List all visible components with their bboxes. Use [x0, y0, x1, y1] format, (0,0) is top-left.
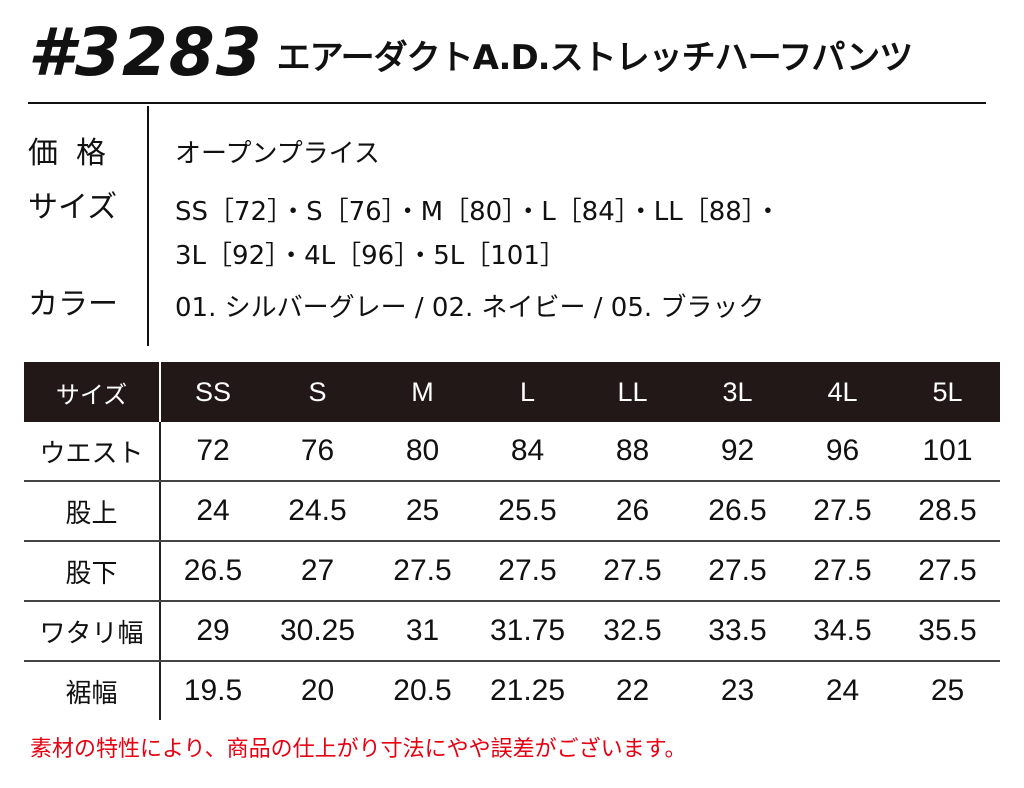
table-cell: 27.5	[790, 541, 895, 602]
size-header-cell: LL	[580, 362, 685, 422]
table-cell: 22	[615, 674, 650, 707]
table-cell: 21.25	[489, 674, 566, 707]
table-cell: 33.5	[685, 601, 790, 662]
size-header-cell: 3L	[685, 362, 790, 422]
table-cell: 88	[580, 422, 685, 482]
table-cell: 96	[790, 422, 895, 482]
table-cell: 101	[895, 422, 1000, 482]
table-cell: 19.5	[183, 674, 243, 707]
price-label: 価格	[28, 136, 124, 171]
title-divider	[28, 102, 986, 104]
table-cell: 80	[370, 422, 475, 482]
product-name: エアーダクトA.D.ストレッチハーフパンツ	[276, 38, 914, 78]
table-cell: 26.5	[685, 481, 790, 542]
table-cell: 92	[685, 422, 790, 482]
table-cell: 26.5	[160, 541, 265, 602]
table-cell: 27.5	[685, 541, 790, 602]
dimension-note: 素材の特性により、商品の仕上がり寸法にやや誤差がございます。	[30, 737, 687, 762]
table-cell: 25.5	[475, 481, 580, 542]
spec-divider	[147, 106, 149, 346]
size-table: サイズ SS S M L LL 3L 4L 5L ウエスト 72 76 80 84 88 9…	[24, 362, 1000, 720]
table-cell: 34.5	[790, 601, 895, 662]
size-header-cell: SS	[160, 362, 265, 422]
size-header-cell: 5L	[895, 362, 1000, 422]
size-list-line2: 3L［92］・4L［96］・5L［101］	[175, 241, 566, 271]
table-cell: 31.75	[475, 601, 580, 662]
table-cell: 27.5	[895, 541, 1000, 602]
table-cell: 24	[160, 481, 265, 542]
table-cell: 76	[265, 422, 370, 482]
table-row: 股下 26.5 27 27.5 27.5 27.5 27.5 27.5 27.5	[24, 541, 1000, 602]
title-block: #3283 エアーダクトA.D.ストレッチハーフパンツ	[28, 14, 914, 91]
row-label: 股上	[24, 481, 161, 542]
size-list-line1: SS［72］・S［76］・M［80］・L［84］・LL［88］・	[175, 197, 781, 227]
size-header-cell: M	[370, 362, 475, 422]
table-cell: 28.5	[895, 481, 1000, 542]
table-cell: 24.5	[265, 481, 370, 542]
size-header-cell: L	[475, 362, 580, 422]
row-label: 股下	[24, 541, 161, 602]
color-value: 01. シルバーグレー / 02. ネイビー / 05. ブラック	[175, 293, 765, 323]
table-cell: 25	[370, 481, 475, 542]
table-row: 股上 24 24.5 25 25.5 26 26.5 27.5 28.5	[24, 481, 1000, 542]
size-header-cell: S	[265, 362, 370, 422]
size-header-cell: 4L	[790, 362, 895, 422]
table-row: 裾幅 19.5 20 20.5 21.25 22 23 24 25	[24, 661, 1000, 720]
table-cell: 35.5	[895, 601, 1000, 662]
table-cell: 27.5	[790, 481, 895, 542]
row-label: ワタリ幅	[24, 601, 161, 662]
table-cell: 23	[720, 674, 755, 707]
table-cell: 27	[265, 541, 370, 602]
table-cell: 26	[580, 481, 685, 542]
table-cell: 30.25	[265, 601, 370, 662]
row-label: 裾幅	[24, 661, 161, 720]
table-cell: 27.5	[475, 541, 580, 602]
table-cell: 32.5	[580, 601, 685, 662]
size-label: サイズ	[28, 190, 118, 225]
table-cell: 20	[300, 674, 335, 707]
table-cell: 31	[370, 601, 475, 662]
table-row: ウエスト 72 76 80 84 88 92 96 101	[24, 422, 1000, 482]
table-cell: 27.5	[370, 541, 475, 602]
model-number: #3283	[28, 14, 263, 91]
table-cell: 84	[475, 422, 580, 482]
table-cell: 24	[825, 674, 860, 707]
table-cell: 20.5	[393, 674, 452, 707]
size-header-corner: サイズ	[24, 362, 161, 422]
size-header-row: サイズ SS S M L LL 3L 4L 5L	[24, 362, 1000, 422]
price-value: オープンプライス	[175, 139, 380, 169]
table-cell: 27.5	[580, 541, 685, 602]
row-label: ウエスト	[24, 422, 161, 482]
table-cell: 25	[930, 674, 965, 707]
color-label: カラー	[28, 287, 118, 322]
table-cell: 29	[160, 601, 265, 662]
table-row: ワタリ幅 29 30.25 31 31.75 32.5 33.5 34.5 35.5	[24, 601, 1000, 662]
table-cell: 72	[160, 422, 265, 482]
